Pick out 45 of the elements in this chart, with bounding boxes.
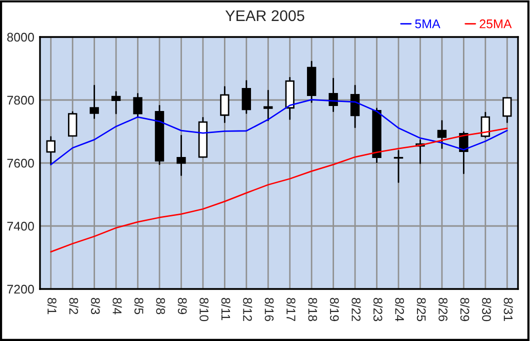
y-tick-label: 7400 — [7, 222, 34, 231]
y-tick-label: 8000 — [7, 32, 34, 42]
candlestick — [242, 80, 252, 114]
x-tick-label: 8/19 — [330, 298, 340, 322]
x-tick-label: 8/24 — [395, 298, 404, 322]
candlestick — [502, 97, 512, 124]
candlestick — [350, 84, 360, 128]
legend-label: 5MA — [415, 20, 440, 28]
x-tick-label: 8/29 — [460, 298, 470, 322]
y-tick-label: 7200 — [7, 284, 34, 294]
x-tick-label: 8/18 — [308, 298, 318, 322]
x-tick-label: 8/31 — [504, 298, 513, 322]
candlestick — [90, 84, 99, 119]
candlestick — [264, 90, 273, 122]
candlestick — [480, 112, 490, 138]
candlestick — [46, 136, 56, 166]
candlestick — [394, 150, 404, 183]
x-tick-label: 8/23 — [373, 298, 383, 322]
candlestick — [133, 93, 142, 118]
candlestick — [220, 86, 230, 124]
y-tick-label: 7800 — [7, 96, 34, 105]
chart-title: YEAR 2005 — [225, 10, 304, 22]
candlestick — [68, 111, 78, 137]
x-tick-label: 8/8 — [156, 298, 166, 314]
x-tick-label: 8/9 — [178, 298, 188, 314]
candlestick — [328, 78, 338, 112]
candlestick — [111, 91, 121, 114]
x-tick-label: 8/11 — [221, 298, 231, 320]
legend-label: 25MA — [480, 19, 512, 28]
x-tick-label: 8/22 — [352, 298, 361, 322]
x-tick-label: 8/16 — [264, 298, 274, 322]
x-tick-label: 8/2 — [69, 298, 78, 314]
x-tick-label: 8/3 — [90, 298, 100, 314]
x-tick-label: 8/26 — [438, 298, 448, 322]
x-tick-label: 8/4 — [112, 298, 122, 314]
x-tick-label: 8/30 — [482, 298, 492, 322]
x-tick-label: 8/1 — [48, 298, 57, 314]
candlestick — [176, 134, 186, 176]
y-tick-label: 7600 — [7, 158, 34, 168]
candlestick — [437, 120, 447, 149]
x-tick-label: 8/10 — [200, 298, 209, 322]
x-tick-label: 8/25 — [416, 298, 426, 322]
x-tick-label: 8/5 — [134, 298, 144, 314]
x-tick-label: 8/12 — [243, 298, 252, 322]
x-tick-label: 8/17 — [286, 298, 296, 322]
